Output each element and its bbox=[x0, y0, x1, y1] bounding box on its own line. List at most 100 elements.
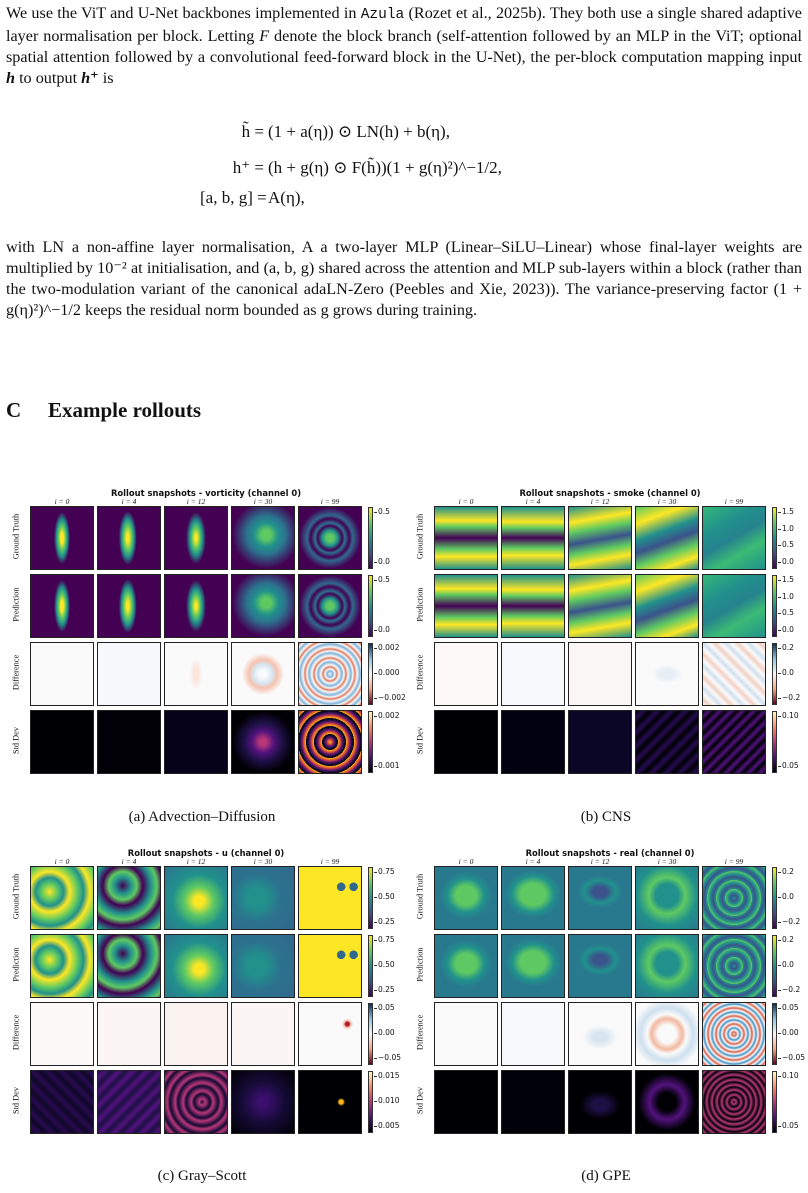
intro-text: (Rozet et al., 2025b). They both use a s… bbox=[6, 4, 802, 45]
snapshot-image bbox=[501, 1070, 565, 1134]
colorbar-tick-label: 0.005 bbox=[373, 1120, 400, 1130]
snapshot-image bbox=[501, 642, 565, 706]
snapshot-image bbox=[97, 642, 161, 706]
colorbar-tick-label: −0.2 bbox=[777, 692, 801, 702]
intro-text: denote the block branch (self-attention … bbox=[6, 27, 802, 66]
snapshot-image bbox=[30, 574, 94, 638]
snapshot-image bbox=[231, 574, 295, 638]
panel-title: Rollout snapshots - real (channel 0) bbox=[525, 848, 695, 858]
colorbar bbox=[368, 1071, 373, 1133]
column-label: i = 30 bbox=[657, 857, 677, 866]
snapshot-image bbox=[298, 866, 362, 930]
snapshot-image bbox=[97, 1002, 161, 1066]
snapshot-image bbox=[568, 1070, 632, 1134]
colorbar bbox=[368, 575, 373, 637]
snapshot-image bbox=[164, 574, 228, 638]
colorbar-tick-label: 0.0 bbox=[778, 624, 794, 634]
snapshot-image bbox=[501, 866, 565, 930]
colorbar-tick-label: 0.50 bbox=[374, 960, 395, 969]
snapshot-image bbox=[97, 574, 161, 638]
colorbar-tick-label: 0.2 bbox=[778, 867, 794, 877]
colorbar-tick-label: −0.05 bbox=[778, 1052, 805, 1062]
colorbar-tick-label: 0.10 bbox=[778, 711, 799, 721]
colorbar-tick-label: −0.2 bbox=[777, 916, 801, 926]
column-label: i = 99 bbox=[320, 497, 340, 506]
equation-lhs: h⁺ = bbox=[232, 158, 264, 177]
colorbar-tick-label: 0.002 bbox=[373, 711, 400, 721]
snapshot-image bbox=[97, 710, 161, 774]
colorbar-tick-label: 0.5 bbox=[778, 608, 794, 618]
panel-title: Rollout snapshots - smoke (channel 0) bbox=[519, 488, 701, 498]
panel-title: Rollout snapshots - u (channel 0) bbox=[127, 848, 285, 858]
column-label: i = 12 bbox=[186, 857, 206, 866]
colorbar-tick-label: 0.00 bbox=[374, 1028, 395, 1037]
snapshot-image bbox=[434, 866, 498, 930]
colorbar bbox=[772, 711, 777, 773]
colorbar-tick-label: 1.0 bbox=[778, 523, 794, 533]
snapshot-image bbox=[97, 934, 161, 998]
snapshot-image bbox=[164, 866, 228, 930]
figure-panel-d: Rollout snapshots - real (channel 0) i = … bbox=[414, 848, 805, 1148]
snapshot-image bbox=[702, 934, 766, 998]
column-label: i = 30 bbox=[657, 497, 677, 506]
section-title: Example rollouts bbox=[48, 398, 202, 422]
snapshot-image bbox=[298, 506, 362, 570]
snapshot-image bbox=[635, 934, 699, 998]
colorbar-tick-label: 1.5 bbox=[778, 575, 794, 585]
column-label: i = 4 bbox=[121, 857, 137, 866]
snapshot-image bbox=[164, 934, 228, 998]
colorbar bbox=[368, 507, 373, 569]
colorbar-tick-label: 0.5 bbox=[374, 507, 390, 517]
colorbar-tick-label: 0.0 bbox=[778, 960, 794, 969]
colorbar-tick-label: 0.00 bbox=[778, 1028, 799, 1037]
colorbar-tick-label: 0.25 bbox=[374, 916, 395, 926]
colorbar-tick-label: 0.2 bbox=[778, 935, 794, 945]
snapshot-image bbox=[501, 934, 565, 998]
column-label: i = 4 bbox=[525, 857, 541, 866]
snapshot-image bbox=[434, 1002, 498, 1066]
snapshot-image bbox=[434, 1070, 498, 1134]
colorbar-tick-label: 0.015 bbox=[373, 1071, 400, 1081]
row-label: Std Dev bbox=[415, 727, 425, 754]
snapshot-image bbox=[635, 642, 699, 706]
snapshot-image bbox=[30, 506, 94, 570]
body-paragraph: with LN a non-affine layer normalisation… bbox=[6, 238, 802, 319]
snapshot-image bbox=[231, 642, 295, 706]
colorbar-tick-label: 1.5 bbox=[778, 507, 794, 517]
library-name: Azula bbox=[360, 7, 405, 23]
colorbar bbox=[772, 867, 777, 929]
subfigure-caption: (b) CNS bbox=[580, 809, 632, 825]
symbol-h: h bbox=[6, 69, 16, 87]
subfigure-caption: (a) Advection–Diffusion bbox=[128, 809, 276, 825]
snapshot-image bbox=[568, 506, 632, 570]
colorbar-tick-label: 0.05 bbox=[374, 1003, 395, 1013]
snapshot-image bbox=[30, 1002, 94, 1066]
colorbar bbox=[368, 867, 373, 929]
snapshot-image bbox=[231, 710, 295, 774]
colorbar-tick-label: 0.75 bbox=[374, 867, 395, 877]
snapshot-image bbox=[434, 574, 498, 638]
colorbar bbox=[772, 643, 777, 705]
snapshot-image bbox=[231, 866, 295, 930]
snapshot-image bbox=[434, 934, 498, 998]
column-label: i = 99 bbox=[724, 857, 744, 866]
colorbar-tick-label: 0.002 bbox=[373, 643, 400, 653]
column-label: i = 0 bbox=[54, 857, 70, 866]
colorbar-tick-label: 0.0 bbox=[374, 624, 390, 634]
column-label: i = 4 bbox=[525, 497, 541, 506]
column-label: i = 99 bbox=[724, 497, 744, 506]
colorbar-tick-label: 0.75 bbox=[374, 935, 395, 945]
snapshot-image bbox=[231, 506, 295, 570]
snapshot-image bbox=[164, 1070, 228, 1134]
row-label: Std Dev bbox=[11, 727, 21, 754]
snapshot-image bbox=[298, 1070, 362, 1134]
colorbar-tick-label: 0.000 bbox=[373, 668, 400, 677]
snapshot-image bbox=[164, 506, 228, 570]
column-label: i = 30 bbox=[253, 497, 273, 506]
colorbar bbox=[772, 1071, 777, 1133]
colorbar-tick-label: 1.0 bbox=[778, 591, 794, 601]
snapshot-image bbox=[501, 1002, 565, 1066]
snapshot-image bbox=[97, 1070, 161, 1134]
snapshot-image bbox=[568, 642, 632, 706]
colorbar-tick-label: 0.5 bbox=[374, 575, 390, 585]
